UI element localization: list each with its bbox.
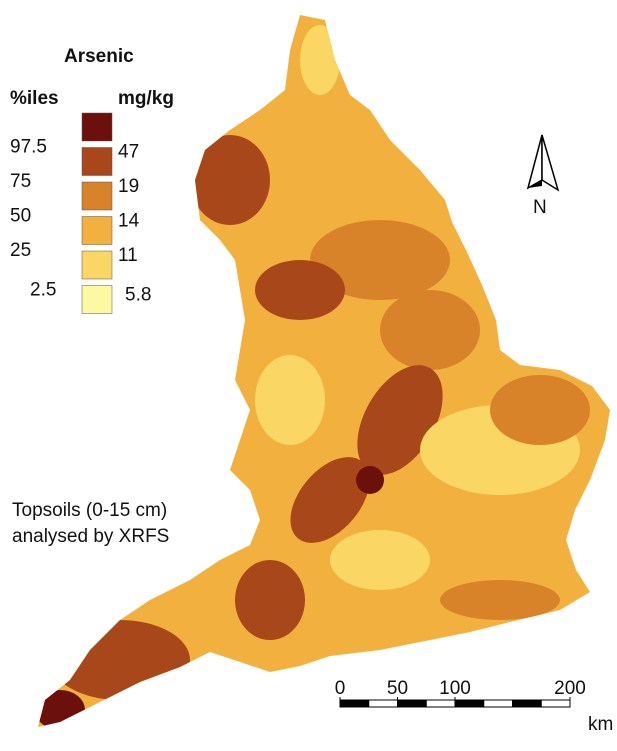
percentile-label: 75 [10,171,31,192]
scale-tick-label: 0 [335,678,346,699]
concentration-label: 19 [118,176,139,197]
concentration-label: 47 [118,142,139,163]
legend-swatch [82,286,112,314]
percentile-header: %iles [10,88,59,109]
scale-unit: km [588,714,613,735]
legend-title: Arsenic [64,46,134,67]
concentration-label: 5.8 [125,285,151,306]
note-line: analysed by XRFS [12,526,169,547]
arsenic-map [0,0,617,746]
scale-segment [369,700,398,707]
percentile-label: 25 [10,240,31,261]
unit-header: mg/kg [118,88,174,109]
percentile-label: 50 [10,206,31,227]
scale-tick-label: 100 [439,678,471,699]
legend-swatch [82,113,112,141]
legend-swatch [82,182,112,210]
concentration-label: 14 [118,211,140,232]
scale-segment [426,700,455,707]
scale-tick-label: 50 [387,678,408,699]
scale-segment [513,700,542,707]
scale-segment [484,700,513,707]
concentration-label: 11 [118,245,138,266]
scale-tick-label: 200 [554,678,586,699]
map-figure: N Arsenic %iles mg/kg Topsoils (0-15 cm)… [0,0,617,746]
scale-segment [541,700,570,707]
note-line: Topsoils (0-15 cm) [12,500,167,521]
legend-swatch [82,217,112,245]
legend: 97.5 75 50 25 2.5 47 19 14 11 5.8 [10,113,151,314]
north-label: N [533,197,547,218]
percentile-label: 2.5 [30,280,56,301]
scale-segment [398,700,427,707]
north-arrow: N [528,135,558,218]
scale-segment [340,700,369,707]
scale-segment [455,700,484,707]
legend-swatch [82,148,112,176]
legend-swatch [82,251,112,279]
percentile-label: 97.5 [10,137,47,158]
